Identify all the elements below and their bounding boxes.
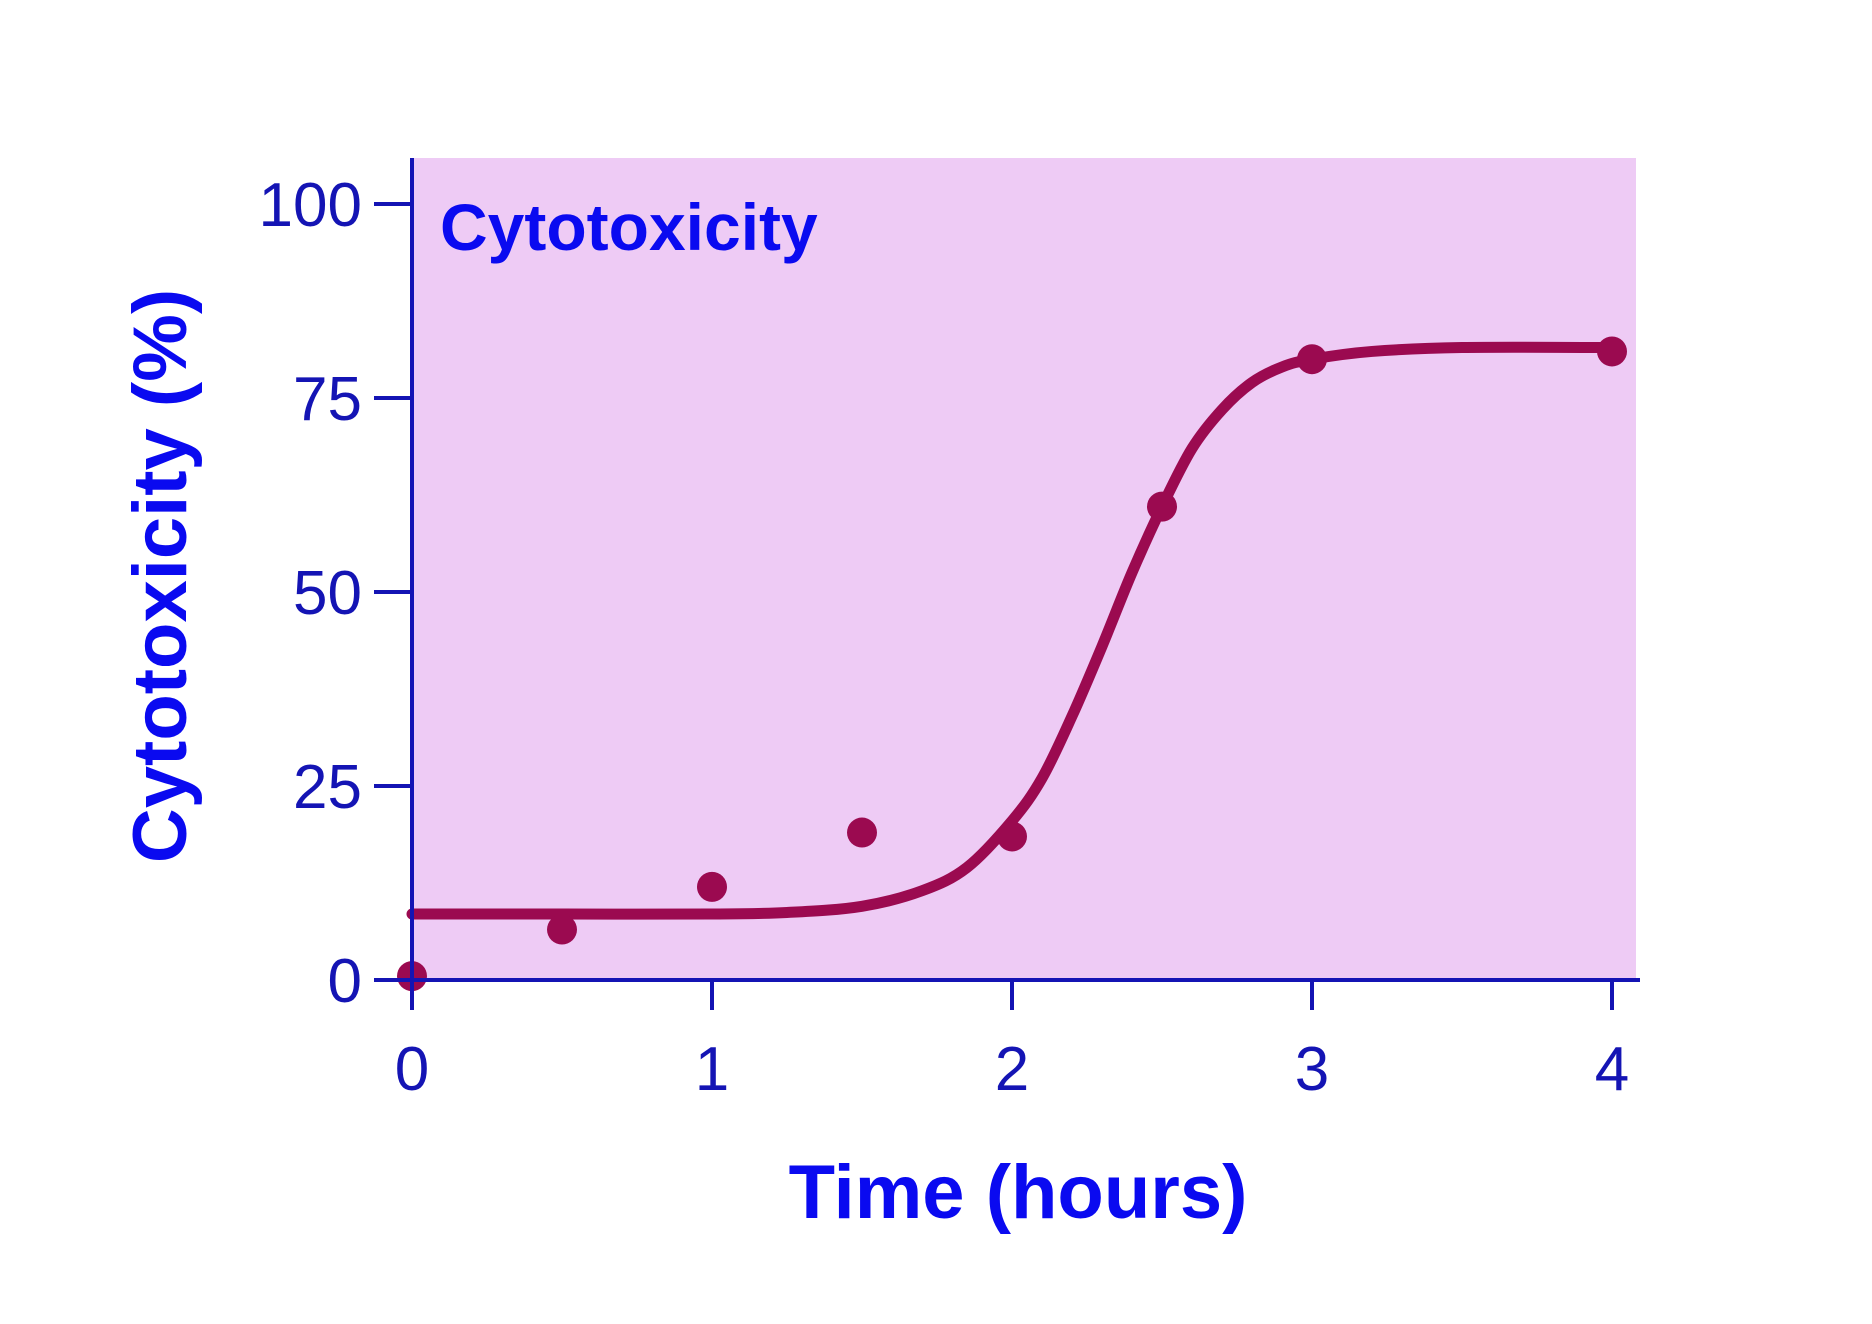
plot-area [412, 158, 1636, 980]
y-tick-label: 25 [293, 753, 362, 822]
data-point [1297, 344, 1327, 375]
x-axis-title: Time (hours) [789, 1150, 1248, 1235]
y-tick-label: 0 [328, 947, 362, 1016]
y-tick-label: 100 [259, 171, 362, 240]
x-tick-label: 2 [995, 1035, 1029, 1104]
y-axis-title: Cytotoxicity (%) [118, 289, 203, 863]
data-point [997, 821, 1027, 852]
data-point [547, 914, 577, 945]
data-point [697, 871, 727, 902]
x-tick-label: 0 [395, 1035, 429, 1104]
y-tick-label: 75 [293, 365, 362, 434]
chart-title: Cytotoxicity [440, 190, 818, 264]
data-point [1147, 491, 1177, 522]
data-point [847, 817, 877, 848]
y-tick-label: 50 [293, 559, 362, 628]
x-tick-label: 1 [695, 1035, 729, 1104]
x-tick-label: 4 [1595, 1035, 1629, 1104]
x-tick-label: 3 [1295, 1035, 1329, 1104]
data-point [1597, 336, 1627, 367]
